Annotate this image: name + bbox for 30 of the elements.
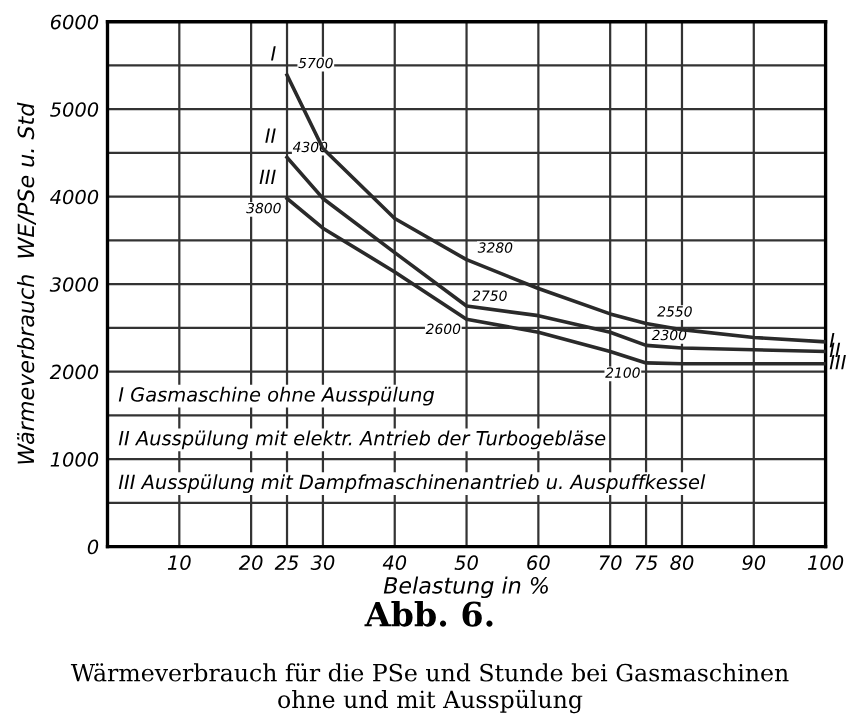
y-tick-label: 6000 [50, 14, 99, 30]
series-label: III [829, 354, 846, 370]
y-tick-label: 5000 [50, 102, 99, 117]
x-tick-label: 30 [310, 555, 335, 570]
text: I [271, 46, 276, 61]
y-axis-title: Wärmeverbrauch WE/PSe u. Std [17, 102, 37, 464]
y-tick-label: 2000 [49, 364, 99, 380]
x-tick-label: 75 [635, 555, 658, 570]
annotation: I Gasmaschine ohne Ausspülung [118, 386, 435, 406]
y-tick-label: 0 [87, 539, 99, 555]
x-tick-label: 40 [382, 555, 407, 570]
text: Wärmeverbrauch für die PSe und Stunde bei Gasmaschinen ohne und mit Ausspülung [70, 663, 789, 714]
annotation: II Ausspülung mit elektr. Antrieb der Turbogebläse [118, 430, 606, 450]
text: Abb. 6. [364, 600, 493, 627]
x-tick-label: 90 [742, 555, 766, 570]
text: II [265, 128, 276, 143]
x-tick-label: 25 [274, 555, 299, 570]
x-tick-label: 100 [807, 555, 844, 570]
y-tick-label: 4000 [50, 189, 99, 205]
x-tick-label: 60 [527, 555, 550, 570]
y-tick-label: 1000 [50, 452, 99, 467]
annotation: III Ausspülung mit Dampfmaschinenantrieb u. Auspuffkessel [118, 474, 706, 494]
y-tick-label: 3000 [49, 277, 99, 292]
text: III [259, 169, 276, 184]
x-tick-label: 10 [167, 555, 191, 570]
x-tick-label: 70 [599, 555, 622, 570]
x-tick-label: 50 [454, 555, 478, 570]
x-tick-label: 20 [238, 555, 263, 570]
x-axis-title: Belastung in % [383, 576, 548, 599]
x-tick-label: 80 [670, 555, 694, 570]
